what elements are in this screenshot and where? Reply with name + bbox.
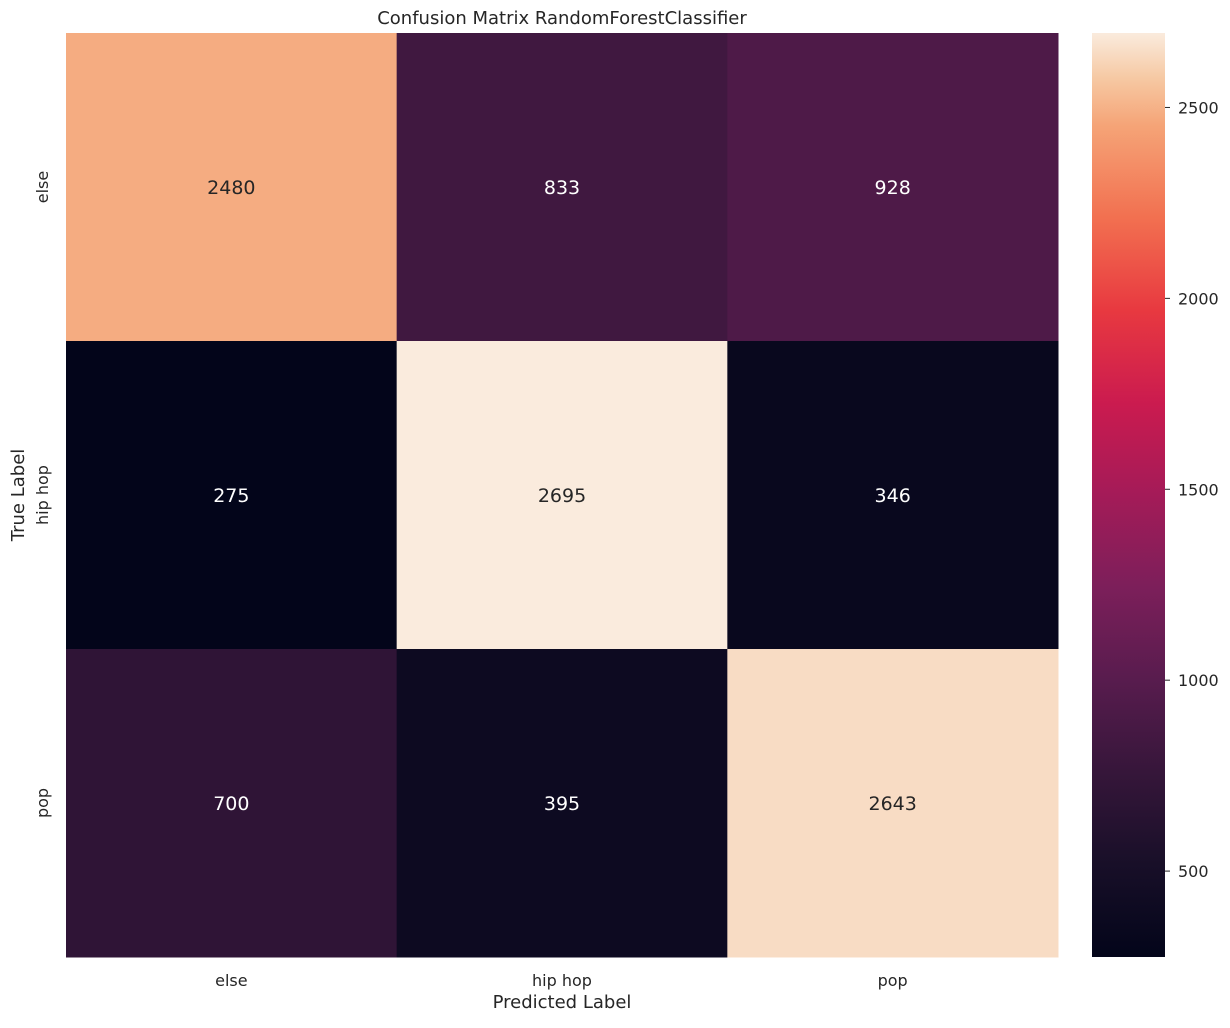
cell-value-label: 833: [544, 177, 580, 199]
y-axis-ticks: else hip hop pop: [33, 171, 52, 818]
heatmap-cell: [66, 33, 398, 342]
y-tick-label: else: [33, 171, 52, 203]
heatmap-cells: [66, 33, 1059, 958]
cell-value-label: 346: [875, 485, 911, 507]
heatmap-cell: [66, 649, 398, 958]
x-tick-label: hip hop: [532, 971, 592, 990]
colorbar-tick-label: 1500: [1178, 480, 1219, 499]
cell-value-label: 395: [544, 793, 580, 815]
x-axis-ticks: else hip hop pop: [215, 971, 908, 990]
cell-value-label: 275: [213, 485, 249, 507]
heatmap-cell: [396, 341, 728, 650]
colorbar-ticks: 500 1000 1500 2000 2500: [1165, 98, 1219, 881]
cell-value-label: 700: [213, 793, 249, 815]
heatmap-cell: [727, 33, 1059, 342]
colorbar-tick-label: 1000: [1178, 671, 1219, 690]
chart-title: Confusion Matrix RandomForestClassifier: [377, 8, 747, 29]
colorbar-tick-label: 2500: [1178, 98, 1219, 117]
y-tick-label: pop: [33, 788, 52, 818]
colorbar-tick-label: 500: [1178, 862, 1209, 881]
colorbar-tick-label: 2000: [1178, 289, 1219, 308]
heatmap-cell-labels: 2480 833 928 275 2695 346 700 395 2643: [207, 177, 917, 815]
heatmap-cell: [66, 341, 398, 650]
cell-value-label: 2643: [868, 793, 916, 815]
y-axis-label: True Label: [8, 449, 29, 543]
cell-value-label: 928: [875, 177, 911, 199]
x-axis-label: Predicted Label: [493, 992, 632, 1013]
y-tick-label: hip hop: [33, 465, 52, 525]
cell-value-label: 2480: [207, 177, 255, 199]
heatmap-cell: [727, 341, 1059, 650]
x-tick-label: pop: [878, 971, 908, 990]
colorbar-gradient: [1092, 33, 1165, 957]
heatmap-cell: [396, 33, 728, 342]
heatmap-cell: [396, 649, 728, 958]
cell-value-label: 2695: [538, 485, 586, 507]
heatmap-cell: [727, 649, 1059, 958]
x-tick-label: else: [215, 971, 247, 990]
colorbar: 500 1000 1500 2000 2500: [1092, 33, 1219, 957]
